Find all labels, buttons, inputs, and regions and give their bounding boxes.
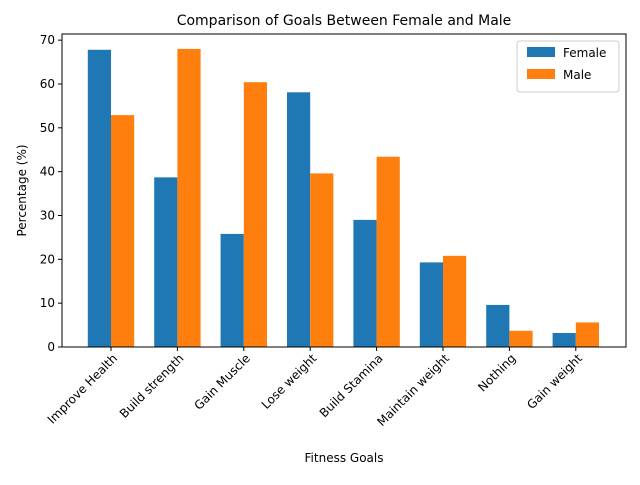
- bar-male-7: [575, 322, 599, 347]
- legend-label-female: Female: [563, 46, 606, 60]
- bar-female-5: [419, 262, 443, 347]
- y-axis-ticks: 0 10 20 30 40 50 60 70: [40, 33, 62, 354]
- y-tick-label: 40: [40, 165, 55, 179]
- bar-female-1: [154, 177, 178, 347]
- y-tick-label: 50: [40, 121, 55, 135]
- x-tick-label: Build Stamina: [317, 351, 386, 420]
- plot-frame: [61, 33, 627, 348]
- legend-label-male: Male: [563, 68, 591, 82]
- y-tick-label: 30: [40, 208, 55, 222]
- bar-female-6: [486, 304, 510, 347]
- x-axis-label: Fitness Goals: [305, 451, 384, 465]
- bar-male-3: [310, 173, 334, 347]
- y-tick-label: 0: [47, 340, 55, 354]
- bar-female-4: [353, 219, 377, 347]
- y-tick-label: 10: [40, 296, 55, 310]
- bar-male-6: [509, 330, 533, 347]
- bar-male-2: [243, 82, 267, 347]
- bar-male-4: [376, 156, 400, 347]
- chart-title: Comparison of Goals Between Female and M…: [177, 13, 512, 29]
- x-tick-label: Gain weight: [524, 351, 585, 412]
- bar-male-5: [443, 255, 467, 347]
- bar-male-0: [111, 115, 135, 347]
- bar-female-7: [552, 332, 576, 347]
- y-axis-label: Percentage (%): [15, 144, 29, 236]
- x-tick-label: Build strength: [117, 351, 187, 421]
- bars-group: [87, 48, 599, 348]
- bar-female-2: [220, 233, 244, 347]
- x-tick-label: Gain Muscle: [191, 351, 252, 412]
- y-tick-label: 20: [40, 252, 55, 266]
- bar-female-3: [287, 92, 311, 347]
- legend-swatch-female: [527, 47, 555, 57]
- x-tick-label: Nothing: [475, 351, 518, 394]
- bar-male-1: [177, 48, 201, 348]
- bar-female-0: [87, 49, 111, 347]
- y-tick-label: 70: [40, 33, 55, 47]
- y-tick-label: 60: [40, 77, 55, 91]
- x-tick-label: Lose weight: [259, 351, 320, 412]
- x-tick-label: Maintain weight: [374, 351, 452, 429]
- legend: Female Male: [516, 40, 620, 93]
- legend-swatch-male: [527, 69, 555, 79]
- x-tick-label: Improve Health: [45, 351, 120, 426]
